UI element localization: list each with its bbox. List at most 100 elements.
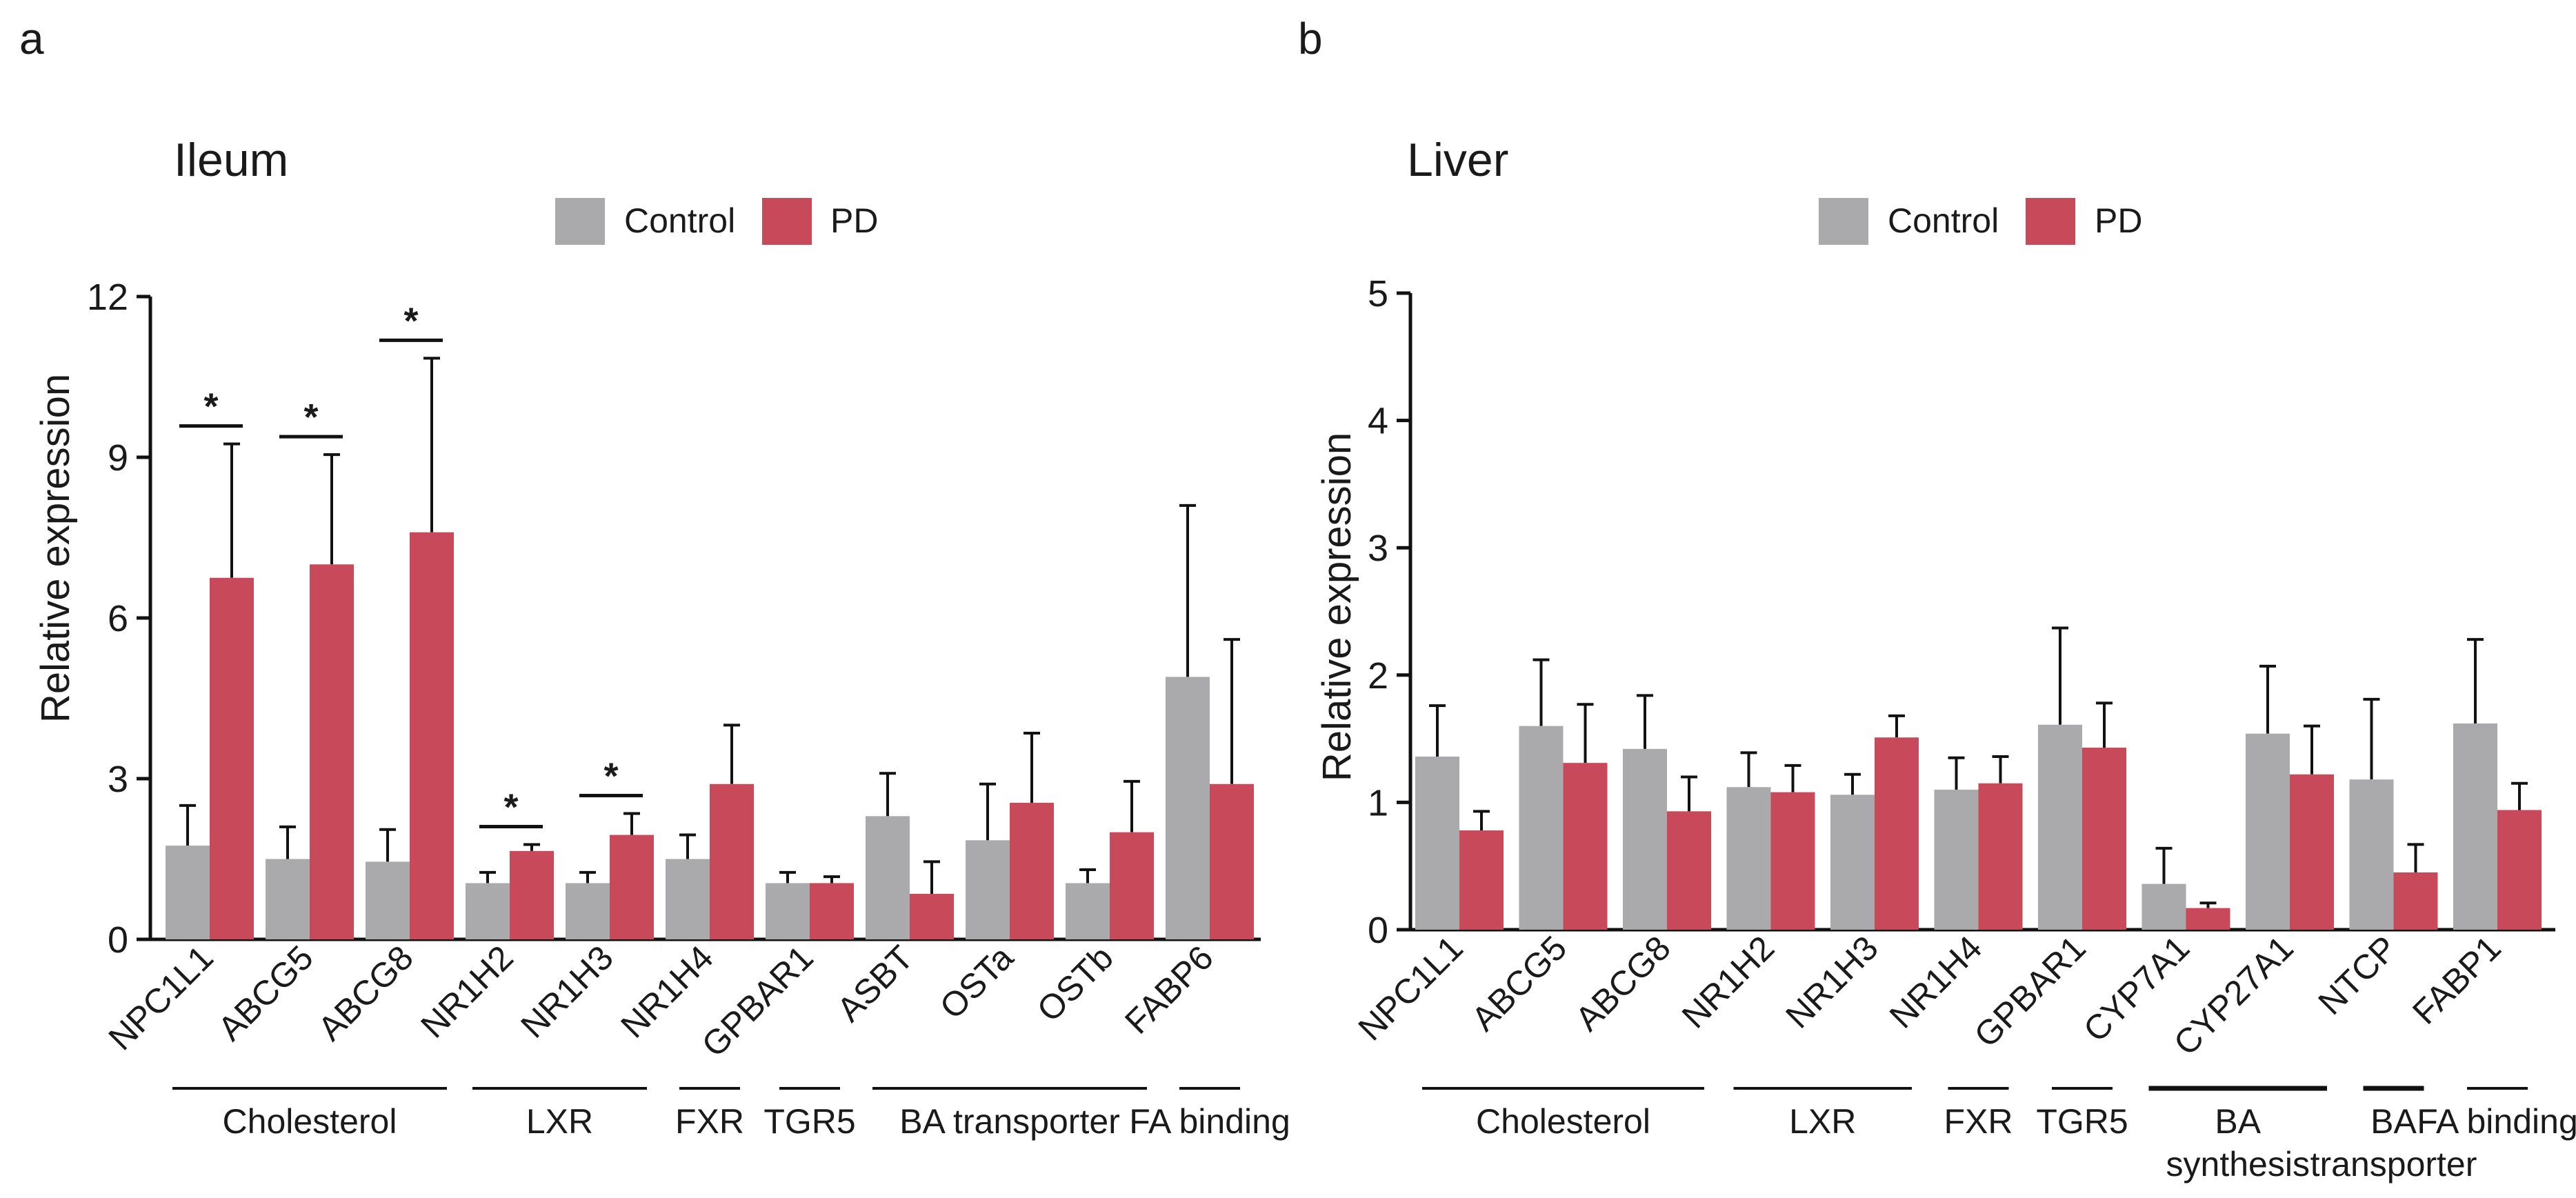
bar-liver-control-nr1h3 [1830, 795, 1875, 930]
x-tick-label-ileum-nr1h2: NR1H2 [413, 938, 521, 1046]
bar-liver-control-abcg5 [1519, 726, 1564, 930]
x-tick-label-ileum-nr1h3: NR1H3 [513, 938, 621, 1046]
bar-liver-control-fabp1 [2453, 723, 2497, 930]
y-axis-label-b: Relative expression [1315, 432, 1359, 781]
x-tick-label-ileum-abcg8: ABCG8 [310, 938, 420, 1048]
significance-star-ileum-1: * [303, 397, 318, 438]
bar-ileum-control-abcg8 [366, 861, 410, 939]
significance-star-ileum-2: * [403, 300, 418, 341]
bar-liver-control-cyp7a1 [2141, 883, 2186, 930]
group-label-liver-3: TGR5 [2036, 1102, 2128, 1141]
legend-swatch-control-b [1819, 198, 1868, 245]
x-tick-label-ileum-gpbar1: GPBAR1 [695, 938, 821, 1064]
y-axis-label-a: Relative expression [33, 374, 78, 723]
legend-label-pd-a: PD [830, 201, 878, 240]
bar-ileum-control-nr1h3 [566, 883, 610, 939]
bar-liver-control-abcg8 [1623, 748, 1667, 930]
legend-label-pd-b: PD [2095, 201, 2142, 240]
bar-ileum-control-nr1h4 [666, 859, 710, 939]
plot-area-liver: 012345NPC1L1ABCG5ABCG8NR1H2NR1H3NR1H4GPB… [1351, 273, 2576, 1184]
group-label-ileum-1: LXR [526, 1102, 593, 1141]
bar-liver-pd-abcg5 [1563, 763, 1608, 930]
x-tick-label-liver-gpbar1: GPBAR1 [1967, 928, 2093, 1055]
bar-ileum-pd-fabp6 [1210, 783, 1254, 939]
bar-liver-pd-fabp1 [2497, 810, 2542, 930]
bar-ileum-control-gpbar1 [766, 883, 810, 939]
bar-ileum-pd-nr1h3 [610, 835, 654, 939]
y-tick-label-liver-1: 1 [1368, 782, 1388, 823]
bar-ileum-control-nr1h2 [466, 883, 510, 939]
chart-title-liver: Liver [1407, 134, 1508, 186]
bar-ileum-control-asbt [866, 816, 910, 939]
bar-ileum-pd-nr1h2 [510, 850, 554, 939]
bar-ileum-control-osta [966, 840, 1010, 939]
x-tick-label-liver-abcg8: ABCG8 [1568, 928, 1677, 1038]
significance-star-ileum-0: * [203, 386, 218, 428]
x-tick-label-ileum-asbt: ASBT [830, 938, 921, 1029]
x-tick-label-ileum-osta: OSTa [932, 938, 1021, 1026]
group-label-liver-0: Cholesterol [1476, 1102, 1650, 1141]
group-label-liver-1: LXR [1789, 1102, 1856, 1141]
chart-title-ileum: Ileum [174, 134, 288, 186]
group-label-liver-6: FA binding [2417, 1102, 2576, 1141]
legend-swatch-pd-a [762, 198, 812, 245]
x-tick-label-ileum-fabp6: FABP6 [1117, 938, 1221, 1041]
legend-label-control-a: Control [624, 201, 735, 240]
bar-liver-pd-nr1h4 [1978, 783, 2023, 930]
bar-liver-control-npc1l1 [1415, 756, 1459, 930]
bar-ileum-pd-gpbar1 [810, 883, 854, 939]
group-label-ileum-0: Cholesterol [223, 1102, 397, 1141]
bar-liver-pd-npc1l1 [1459, 830, 1504, 930]
x-tick-label-liver-abcg5: ABCG5 [1464, 928, 1574, 1038]
bar-liver-pd-nr1h3 [1875, 737, 1919, 930]
bar-ileum-pd-npc1l1 [210, 577, 254, 939]
bar-liver-pd-cyp27a1 [2290, 774, 2334, 930]
bar-ileum-control-npc1l1 [166, 846, 210, 939]
y-tick-label-ileum-3: 9 [108, 437, 128, 479]
bar-ileum-pd-ostb [1110, 832, 1154, 939]
bar-liver-pd-nr1h2 [1770, 792, 1815, 930]
bar-liver-pd-gpbar1 [2082, 748, 2126, 930]
legend-swatch-control-a [555, 198, 605, 245]
y-tick-label-liver-2: 2 [1368, 655, 1388, 697]
bar-ileum-pd-osta [1010, 802, 1054, 939]
bar-ileum-pd-nr1h4 [710, 783, 754, 939]
y-tick-label-ileum-2: 6 [108, 598, 128, 639]
y-tick-label-liver-5: 5 [1368, 273, 1388, 315]
bar-ileum-control-fabp6 [1166, 677, 1210, 939]
y-tick-label-ileum-0: 0 [108, 919, 128, 961]
group-label-ileum-4: BA transporter [899, 1102, 1120, 1141]
bar-liver-control-ntcp [2349, 779, 2394, 930]
y-tick-label-ileum-4: 12 [87, 277, 128, 318]
y-tick-label-ileum-1: 3 [108, 759, 128, 800]
x-tick-label-liver-nr1h4: NR1H4 [1882, 928, 1990, 1036]
x-tick-label-liver-fabp1: FABP1 [2405, 928, 2508, 1032]
y-tick-label-liver-0: 0 [1368, 910, 1388, 951]
panel-letter-b: b [1298, 14, 1323, 63]
group-label-liver-4: BA synthesis [2166, 1102, 2310, 1184]
bar-liver-pd-abcg8 [1667, 811, 1711, 930]
bar-liver-control-nr1h2 [1726, 787, 1771, 930]
bar-liver-pd-ntcp [2393, 872, 2438, 930]
x-tick-label-liver-nr1h3: NR1H3 [1778, 928, 1886, 1036]
group-label-ileum-5: FA binding [1129, 1102, 1290, 1141]
significance-star-ileum-4: * [603, 755, 618, 797]
x-tick-label-liver-ntcp: NTCP [2310, 928, 2404, 1022]
legend-label-control-b: Control [1888, 201, 1999, 240]
panel-letter-a: a [19, 14, 44, 63]
x-tick-label-ileum-abcg5: ABCG5 [210, 938, 320, 1048]
y-tick-label-liver-3: 3 [1368, 528, 1388, 569]
x-tick-label-liver-nr1h2: NR1H2 [1675, 928, 1782, 1036]
bar-ileum-control-ostb [1066, 883, 1110, 939]
bar-liver-pd-cyp7a1 [2186, 908, 2230, 930]
group-label-liver-2: FXR [1944, 1102, 2013, 1141]
x-tick-label-ileum-ostb: OSTb [1030, 938, 1121, 1029]
y-tick-label-liver-4: 4 [1368, 401, 1388, 442]
group-label-liver-5: BA transporter [2310, 1102, 2477, 1184]
legend-swatch-pd-b [2026, 198, 2075, 245]
bar-ileum-pd-abcg5 [310, 564, 354, 939]
significance-star-ileum-3: * [503, 787, 518, 828]
bar-liver-control-nr1h4 [1934, 789, 1979, 930]
group-label-ileum-3: TGR5 [763, 1102, 855, 1141]
